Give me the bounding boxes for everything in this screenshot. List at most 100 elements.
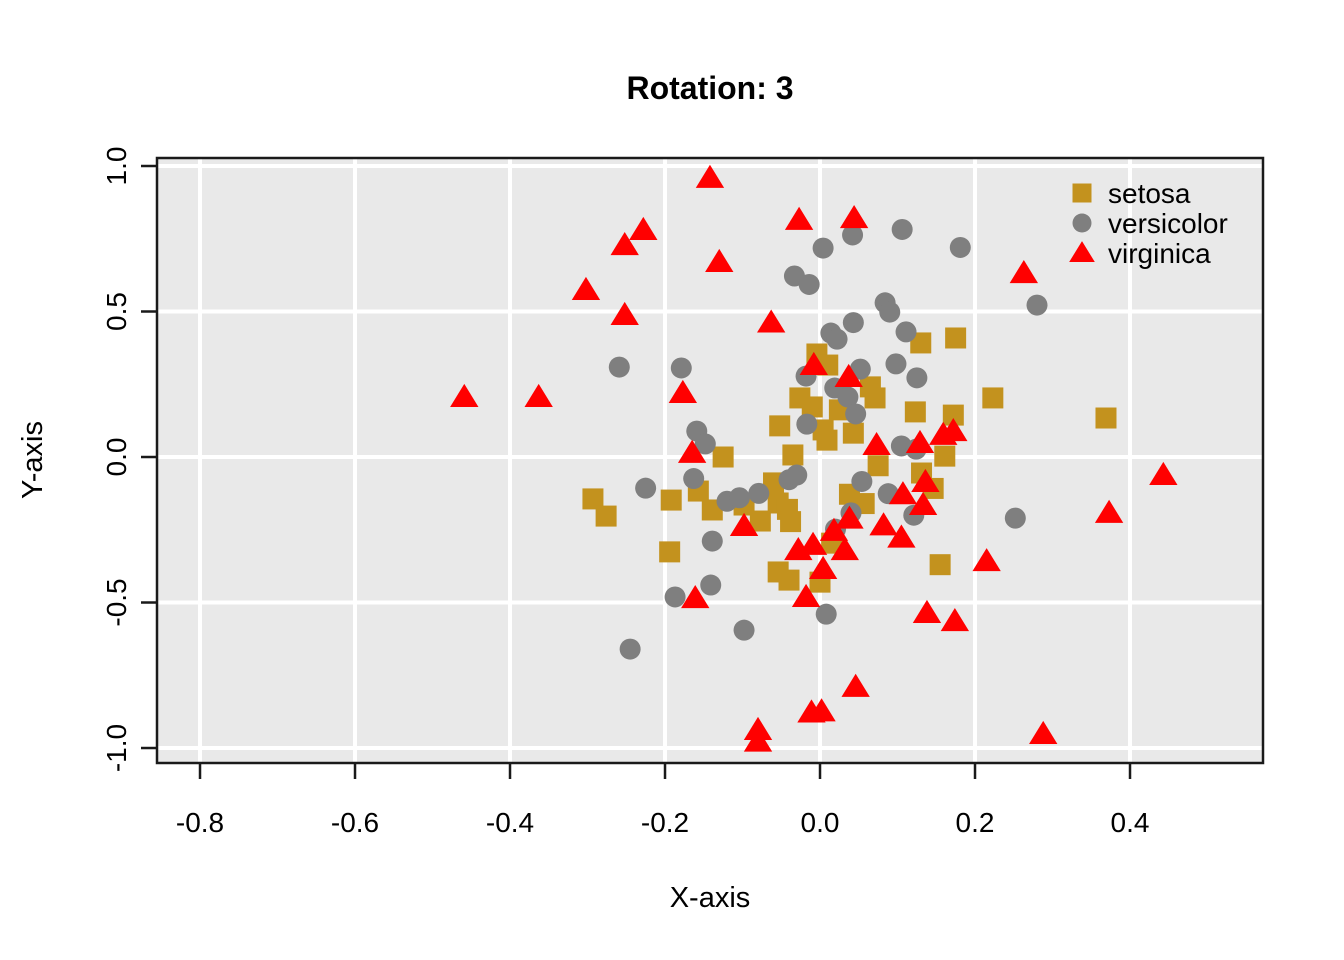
- data-point-virginica: [841, 673, 870, 697]
- data-point-virginica: [743, 716, 773, 740]
- data-point-versicolor: [842, 224, 864, 246]
- data-point-setosa: [910, 332, 932, 354]
- data-point-virginica: [629, 216, 658, 240]
- data-point-setosa: [904, 401, 926, 423]
- data-point-versicolor: [608, 356, 630, 378]
- data-point-virginica: [887, 524, 916, 548]
- data-point-virginica: [888, 481, 918, 505]
- data-point-virginica: [1149, 461, 1178, 486]
- data-point-setosa: [934, 445, 956, 467]
- data-point-versicolor: [728, 487, 750, 509]
- data-point-setosa: [782, 444, 804, 466]
- data-point-versicolor: [1026, 294, 1048, 316]
- data-point-virginica: [610, 301, 639, 325]
- data-point-setosa: [842, 422, 864, 444]
- y-tick-label: -0.5: [101, 578, 132, 626]
- data-point-setosa: [712, 446, 734, 468]
- data-point-virginica: [972, 548, 1001, 572]
- data-point-virginica: [729, 512, 759, 536]
- data-point-versicolor: [906, 367, 928, 389]
- data-point-versicolor: [826, 328, 848, 350]
- series-versicolor: [608, 218, 1048, 660]
- x-tick-label: 0.0: [801, 807, 840, 838]
- data-point-virginica: [1029, 720, 1058, 745]
- data-point-versicolor: [879, 301, 901, 323]
- data-point-versicolor: [619, 638, 641, 660]
- data-point-setosa: [778, 569, 800, 591]
- data-point-virginica: [798, 531, 828, 555]
- data-point-virginica: [524, 383, 553, 408]
- data-point-setosa: [816, 429, 838, 451]
- data-point-virginica: [784, 206, 814, 230]
- data-point-virginica: [911, 468, 940, 493]
- data-point-virginica: [610, 232, 639, 256]
- data-point-setosa: [942, 404, 964, 426]
- legend-marker-virginica: [1069, 241, 1095, 263]
- data-point-versicolor: [1004, 507, 1026, 529]
- data-point-virginica: [1094, 499, 1124, 523]
- data-point-virginica: [695, 164, 725, 188]
- data-point-setosa: [864, 387, 886, 409]
- series-setosa: [582, 327, 1117, 593]
- data-point-virginica: [450, 383, 479, 408]
- data-point-versicolor: [815, 603, 837, 625]
- data-point-virginica: [939, 417, 968, 442]
- data-point-virginica: [681, 585, 710, 609]
- panel-border: [155, 156, 1265, 765]
- data-point-versicolor: [796, 413, 818, 435]
- data-point-virginica: [862, 431, 891, 456]
- data-point-virginica: [1009, 259, 1039, 284]
- chart-title: Rotation: 3: [626, 70, 793, 106]
- legend-label-setosa: setosa: [1108, 178, 1191, 209]
- x-axis-title: X-axis: [670, 882, 751, 914]
- data-point-setosa: [595, 505, 617, 527]
- x-tick-label: -0.2: [641, 807, 689, 838]
- data-point-virginica: [912, 599, 942, 623]
- plot-layer: -0.8 -0.6 -0.4 -0.2 0.0 0.2 0.4 -1.0 -0.5 0.0 0.5 1…: [101, 147, 1265, 838]
- data-point-virginica: [571, 276, 601, 300]
- data-point-setosa: [929, 554, 951, 576]
- data-point-virginica: [677, 439, 707, 463]
- data-point-setosa: [769, 415, 791, 437]
- series-virginica: [450, 164, 1178, 752]
- x-tick-label: 0.4: [1111, 807, 1150, 838]
- y-tick-label: 0.0: [101, 438, 132, 477]
- data-point-versicolor: [842, 312, 864, 334]
- data-point-versicolor: [701, 530, 723, 552]
- x-tick-label: -0.6: [331, 807, 379, 838]
- data-point-virginica: [808, 555, 838, 580]
- data-point-virginica: [807, 698, 836, 722]
- legend-label-versicolor: versicolor: [1108, 208, 1228, 239]
- data-point-virginica: [743, 728, 773, 752]
- x-tick-label: 0.2: [956, 807, 995, 838]
- data-point-setosa: [659, 541, 681, 563]
- data-point-setosa: [801, 396, 823, 418]
- y-tick-label: -1.0: [101, 724, 132, 772]
- data-point-versicolor: [885, 353, 907, 375]
- data-point-versicolor: [845, 403, 867, 425]
- data-point-versicolor: [664, 586, 686, 608]
- data-point-versicolor: [949, 236, 971, 258]
- legend-label-virginica: virginica: [1108, 238, 1211, 269]
- data-point-virginica: [908, 491, 938, 515]
- data-point-setosa: [982, 387, 1004, 409]
- legend-marker-versicolor: [1072, 213, 1092, 233]
- data-point-virginica: [940, 608, 970, 632]
- data-point-versicolor: [837, 386, 859, 408]
- data-point-virginica: [791, 583, 821, 607]
- data-point-versicolor: [786, 464, 808, 486]
- data-point-versicolor: [635, 477, 657, 499]
- data-point-setosa: [749, 510, 771, 532]
- data-point-virginica: [830, 537, 859, 561]
- data-point-setosa: [582, 488, 604, 510]
- y-axis-title: Y-axis: [17, 421, 49, 499]
- data-point-versicolor: [891, 218, 913, 240]
- data-point-virginica: [834, 363, 863, 387]
- data-point-versicolor: [694, 433, 716, 455]
- data-point-versicolor: [670, 357, 692, 379]
- data-point-virginica: [757, 309, 786, 333]
- data-point-versicolor: [851, 470, 873, 492]
- data-point-versicolor: [812, 237, 834, 259]
- data-point-setosa: [660, 489, 682, 511]
